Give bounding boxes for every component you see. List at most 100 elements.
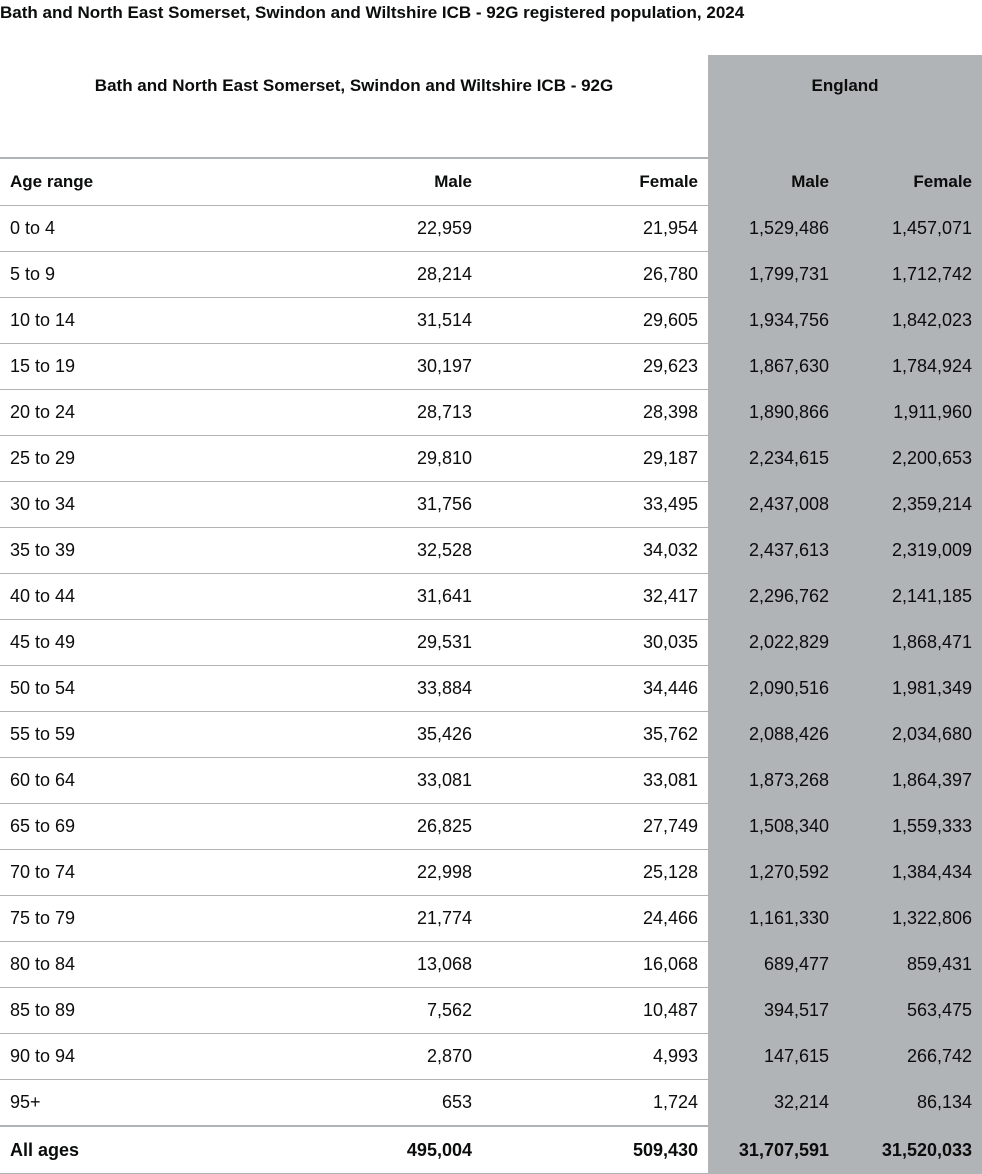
england-male-cell: 1,890,866 (708, 389, 840, 436)
england-female-cell: 2,141,185 (839, 573, 982, 620)
england-female-header: Female (839, 158, 982, 206)
age-range-cell: 80 to 84 (0, 941, 261, 988)
local-female-cell: 27,749 (482, 803, 709, 850)
table-row: 90 to 94 2,870 4,993 147,615 266,742 (0, 1033, 982, 1080)
england-group-header: England (708, 55, 982, 159)
england-male-cell: 1,873,268 (708, 757, 840, 804)
age-range-cell: 20 to 24 (0, 389, 261, 436)
local-female-cell: 32,417 (482, 573, 709, 620)
england-female-cell: 563,475 (839, 987, 982, 1034)
england-female-cell: 1,868,471 (839, 619, 982, 666)
local-male-cell: 28,214 (261, 251, 482, 298)
table-row: 0 to 4 22,959 21,954 1,529,486 1,457,071 (0, 205, 982, 252)
local-female-cell: 35,762 (482, 711, 709, 758)
age-range-cell: 35 to 39 (0, 527, 261, 574)
total-local-female: 509,430 (482, 1125, 709, 1174)
table-row: 40 to 44 31,641 32,417 2,296,762 2,141,185 (0, 573, 982, 620)
table-row: 20 to 24 28,713 28,398 1,890,866 1,911,960 (0, 389, 982, 436)
local-male-cell: 29,810 (261, 435, 482, 482)
table-row: 25 to 29 29,810 29,187 2,234,615 2,200,653 (0, 435, 982, 482)
local-male-cell: 653 (261, 1079, 482, 1127)
england-male-cell: 1,867,630 (708, 343, 840, 390)
local-male-cell: 7,562 (261, 987, 482, 1034)
age-range-cell: 55 to 59 (0, 711, 261, 758)
local-female-cell: 33,495 (482, 481, 709, 528)
england-male-cell: 2,022,829 (708, 619, 840, 666)
table-row: 85 to 89 7,562 10,487 394,517 563,475 (0, 987, 982, 1034)
england-male-header: Male (708, 158, 840, 206)
local-female-cell: 34,032 (482, 527, 709, 574)
total-row: All ages 495,004 509,430 31,707,591 31,5… (0, 1125, 982, 1174)
local-male-cell: 31,641 (261, 573, 482, 620)
age-range-cell: 65 to 69 (0, 803, 261, 850)
age-range-cell: 70 to 74 (0, 849, 261, 896)
local-male-cell: 2,870 (261, 1033, 482, 1080)
england-male-cell: 689,477 (708, 941, 840, 988)
age-range-cell: 95+ (0, 1079, 261, 1127)
england-female-cell: 1,384,434 (839, 849, 982, 896)
local-male-cell: 32,528 (261, 527, 482, 574)
local-male-cell: 35,426 (261, 711, 482, 758)
england-male-cell: 1,799,731 (708, 251, 840, 298)
local-male-cell: 22,998 (261, 849, 482, 896)
table-row: 60 to 64 33,081 33,081 1,873,268 1,864,397 (0, 757, 982, 804)
england-female-cell: 1,981,349 (839, 665, 982, 712)
age-range-cell: 5 to 9 (0, 251, 261, 298)
local-female-cell: 34,446 (482, 665, 709, 712)
england-male-cell: 1,270,592 (708, 849, 840, 896)
local-male-cell: 26,825 (261, 803, 482, 850)
england-male-cell: 1,934,756 (708, 297, 840, 344)
england-female-cell: 86,134 (839, 1079, 982, 1127)
england-male-cell: 2,296,762 (708, 573, 840, 620)
local-female-cell: 21,954 (482, 205, 709, 252)
england-male-cell: 147,615 (708, 1033, 840, 1080)
england-male-cell: 2,234,615 (708, 435, 840, 482)
local-male-cell: 33,884 (261, 665, 482, 712)
local-male-cell: 28,713 (261, 389, 482, 436)
table-caption: Bath and North East Somerset, Swindon an… (0, 3, 745, 22)
age-range-cell: 50 to 54 (0, 665, 261, 712)
local-group-header: Bath and North East Somerset, Swindon an… (0, 55, 709, 159)
local-female-cell: 16,068 (482, 941, 709, 988)
local-female-cell: 29,187 (482, 435, 709, 482)
england-male-cell: 394,517 (708, 987, 840, 1034)
england-male-cell: 1,508,340 (708, 803, 840, 850)
england-male-cell: 2,437,008 (708, 481, 840, 528)
total-england-male: 31,707,591 (708, 1125, 840, 1174)
england-male-cell: 1,529,486 (708, 205, 840, 252)
local-male-cell: 21,774 (261, 895, 482, 942)
local-male-cell: 22,959 (261, 205, 482, 252)
total-local-male: 495,004 (261, 1125, 482, 1174)
england-male-cell: 2,088,426 (708, 711, 840, 758)
age-range-cell: 75 to 79 (0, 895, 261, 942)
table-row: 50 to 54 33,884 34,446 2,090,516 1,981,349 (0, 665, 982, 712)
england-female-cell: 2,319,009 (839, 527, 982, 574)
age-range-cell: 60 to 64 (0, 757, 261, 804)
age-range-cell: 90 to 94 (0, 1033, 261, 1080)
total-label: All ages (0, 1125, 261, 1174)
local-male-cell: 13,068 (261, 941, 482, 988)
table-row: 70 to 74 22,998 25,128 1,270,592 1,384,434 (0, 849, 982, 896)
table-row: 35 to 39 32,528 34,032 2,437,613 2,319,009 (0, 527, 982, 574)
local-male-cell: 31,514 (261, 297, 482, 344)
england-female-cell: 1,457,071 (839, 205, 982, 252)
table-row: 15 to 19 30,197 29,623 1,867,630 1,784,924 (0, 343, 982, 390)
england-male-cell: 1,161,330 (708, 895, 840, 942)
england-female-cell: 266,742 (839, 1033, 982, 1080)
local-female-cell: 29,605 (482, 297, 709, 344)
age-range-cell: 45 to 49 (0, 619, 261, 666)
local-female-cell: 24,466 (482, 895, 709, 942)
total-england-female: 31,520,033 (839, 1125, 982, 1174)
local-female-header: Female (482, 158, 709, 206)
age-range-cell: 25 to 29 (0, 435, 261, 482)
age-range-cell: 85 to 89 (0, 987, 261, 1034)
local-male-header: Male (261, 158, 482, 206)
table-row: 65 to 69 26,825 27,749 1,508,340 1,559,333 (0, 803, 982, 850)
england-female-cell: 859,431 (839, 941, 982, 988)
local-male-cell: 30,197 (261, 343, 482, 390)
england-female-cell: 1,322,806 (839, 895, 982, 942)
age-range-cell: 15 to 19 (0, 343, 261, 390)
age-range-cell: 40 to 44 (0, 573, 261, 620)
england-female-cell: 2,034,680 (839, 711, 982, 758)
local-female-cell: 10,487 (482, 987, 709, 1034)
